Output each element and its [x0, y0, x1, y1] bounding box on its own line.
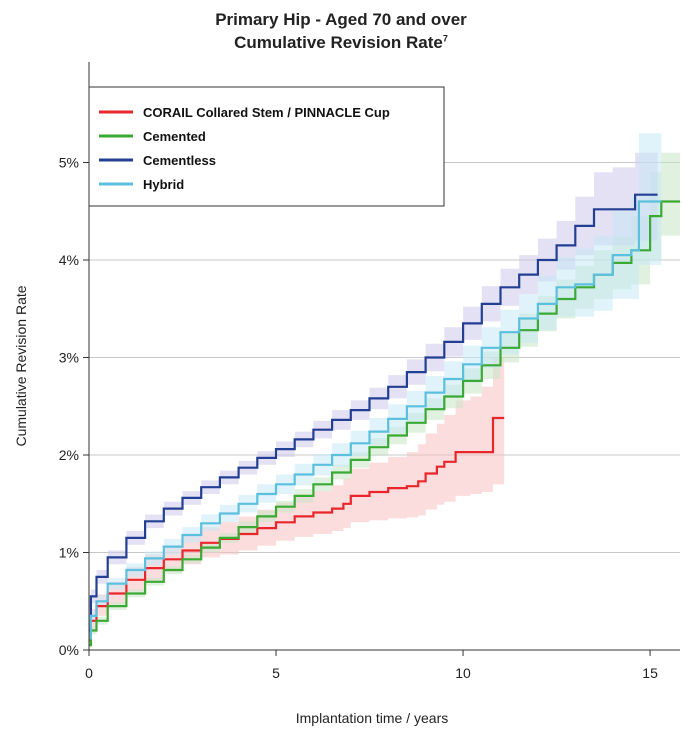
chart-subtitle-text: Cumulative Revision Rate — [234, 33, 443, 52]
legend: CORAIL Collared Stem / PINNACLE Cup Cemen… — [88, 86, 445, 207]
legend-label-1: Cemented — [143, 129, 206, 144]
legend-box — [88, 86, 445, 207]
legend-label-0: CORAIL Collared Stem / PINNACLE Cup — [143, 105, 390, 120]
confidence-band-3 — [89, 94, 662, 644]
series-line-1 — [89, 200, 680, 647]
x-tick-label-5: 5 — [272, 665, 280, 681]
chart-subtitle: Cumulative Revision Rate7 — [0, 33, 682, 53]
y-tick-label-2: 2% — [59, 447, 79, 463]
x-tick-label-10: 10 — [455, 665, 471, 681]
series-lines — [89, 193, 680, 647]
y-tick-label-0: 0% — [59, 642, 79, 658]
series-line-3 — [89, 200, 662, 640]
x-axis-label: Implantation time / years — [296, 710, 449, 726]
footnote-marker: 7 — [442, 33, 448, 44]
legend-label-2: Cementless — [143, 153, 216, 168]
x-tick-label-15: 15 — [642, 665, 658, 681]
y-tick-label-3: 3% — [59, 350, 79, 366]
confidence-bands — [89, 94, 680, 649]
series-line-2 — [89, 193, 658, 632]
y-tick-label-5: 5% — [59, 155, 79, 171]
y-axis-label: Cumulative Revision Rate — [13, 285, 29, 446]
legend-label-3: Hybrid — [143, 177, 184, 192]
y-tick-label-1: 1% — [59, 545, 79, 561]
series-line-0 — [89, 416, 505, 642]
confidence-band-2 — [89, 152, 658, 637]
y-tick-label-4: 4% — [59, 252, 79, 268]
axes: 0% 1% 2% 3% 4% 5% 0 5 10 15 — [59, 62, 680, 681]
chart-title: Primary Hip - Aged 70 and over — [215, 10, 467, 29]
x-tick-label-0: 0 — [85, 665, 93, 681]
